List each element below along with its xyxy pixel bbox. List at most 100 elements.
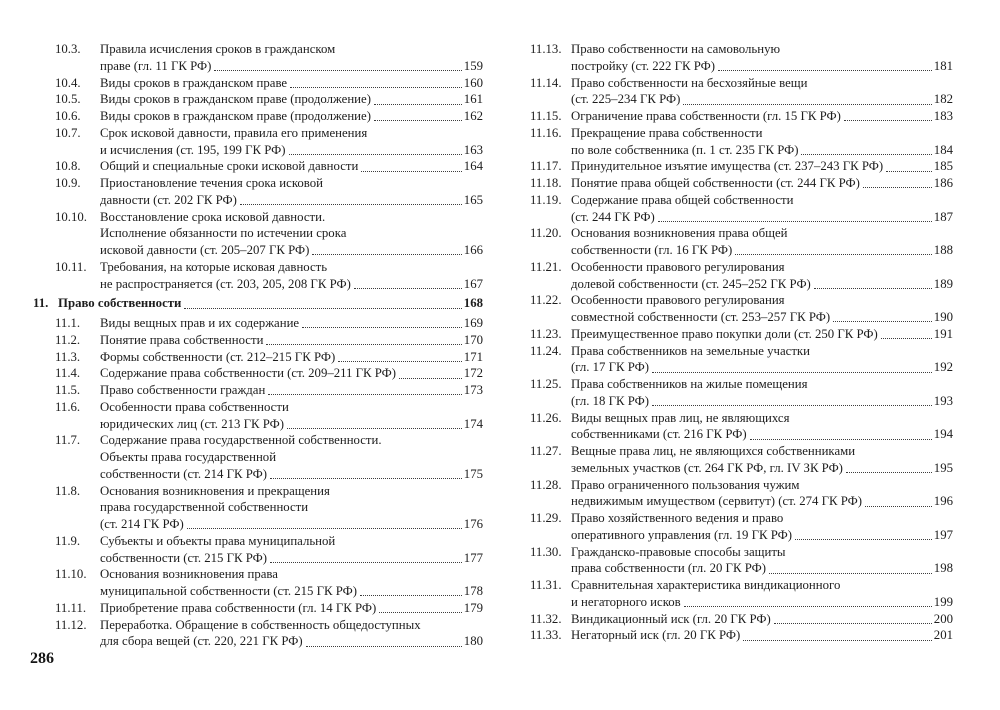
toc-entry: 10.8. Общий и специальные сроки исковой …: [33, 158, 483, 175]
toc-entry: 11.4. Содержание права собственности (ст…: [33, 365, 483, 382]
toc-entry-line: исковой давности (ст. 205–207 ГК РФ) 166: [100, 242, 483, 259]
toc-entry-text: юридических лиц (ст. 213 ГК РФ): [100, 416, 284, 431]
dot-leader: [718, 70, 932, 71]
dot-leader: [865, 505, 932, 507]
dot-leader: [749, 438, 932, 440]
toc-entry-line: (ст. 225–234 ГК РФ) 182: [571, 91, 953, 108]
toc-entry: 11.21. Особенности правового регулирован…: [530, 259, 953, 293]
toc-entry-text: Виды вещных прав и их содержание: [100, 316, 300, 330]
toc-entry-line: совместной собственности (ст. 253–257 ГК…: [571, 309, 953, 326]
toc-entry-page: 169: [463, 316, 483, 330]
toc-entry-line: Требования, на которые исковая давность: [100, 259, 328, 274]
toc-entry: 11.31. Сравнительная характеристика винд…: [530, 577, 953, 611]
toc-entry: 11.10. Основания возникновения права муни…: [33, 566, 483, 600]
toc-entry: 11.25. Права собственников на жилые поме…: [530, 376, 953, 410]
toc-entry-text: долевой собственности (ст. 245–252 ГК РФ…: [571, 276, 811, 291]
toc-entry-page: 178: [463, 584, 483, 598]
toc-entry-body: Вещные права лиц, не являющихся собствен…: [571, 443, 953, 477]
toc-entry: 10.7. Срок исковой давности, правила его…: [33, 125, 483, 159]
toc-entry-text: (гл. 17 ГК РФ): [571, 360, 650, 375]
toc-entry-line: по воле собственника (п. 1 ст. 235 ГК РФ…: [571, 142, 953, 159]
toc-entry-text: Формы собственности (ст. 212–215 ГК РФ): [100, 349, 336, 364]
toc-entry-number: 11.13.: [530, 42, 562, 56]
toc-entry-line: Особенности права собственности: [100, 399, 289, 414]
toc-entry-text: Приобретение права собственности (гл. 14…: [100, 600, 377, 615]
toc-entry-body: Право собственности 168: [58, 295, 483, 312]
toc-entry-page: 186: [933, 176, 953, 190]
toc-entry-number: 11.11.: [55, 600, 87, 615]
toc-entry-number: 11.18.: [530, 176, 562, 190]
toc-entry: 11.5. Право собственности граждан 173: [33, 382, 483, 399]
toc-entry: 11.33. Негаторный иск (гл. 20 ГК РФ) 201: [530, 627, 953, 644]
toc-entry-line: и негаторного исков 199: [571, 594, 953, 611]
toc-entry-text: собственниками (ст. 216 ГК РФ): [571, 427, 747, 442]
toc-entry: 11.9. Субъекты и объекты права муниципал…: [33, 533, 483, 567]
folio-page-number: 286: [30, 650, 54, 667]
toc-entry: 11.27. Вещные права лиц, не являющихся с…: [530, 443, 953, 477]
toc-entry: 10.5. Виды сроков в гражданском праве (п…: [33, 91, 483, 108]
toc-entry-page: 166: [463, 243, 483, 257]
toc-entry: 11. Право собственности 168: [33, 295, 483, 312]
toc-entry-number: 11.24.: [530, 343, 562, 358]
toc-entry-number: 11.30.: [530, 544, 562, 559]
toc-entry-text: Виды сроков в гражданском праве: [100, 75, 288, 90]
toc-entry: 11.8. Основания возникновения и прекраще…: [33, 483, 483, 533]
toc-column-left: 10.3. Правила исчисления сроков в гражда…: [33, 41, 483, 650]
toc-entry-page: 196: [933, 494, 953, 509]
toc-entry: 10.6. Виды сроков в гражданском праве (п…: [33, 108, 483, 125]
toc-entry: 11.3. Формы собственности (ст. 212–215 Г…: [33, 349, 483, 366]
toc-entry-text: оперативного управления (гл. 19 ГК РФ): [571, 527, 793, 542]
toc-entry-body: Понятие права общей собственности (ст. 2…: [571, 175, 953, 192]
toc-entry-line: собственности (ст. 215 ГК РФ) 177: [100, 550, 483, 567]
dot-leader: [833, 321, 932, 323]
toc-entry: 11.28. Право ограниченного пользования ч…: [530, 477, 953, 511]
toc-entry-line: Основания возникновения права: [100, 567, 278, 582]
dot-leader: [652, 371, 932, 373]
toc-entry-number: 11.21.: [530, 259, 562, 274]
toc-entry-number: 10.6.: [55, 109, 81, 123]
toc-entry-page: 189: [933, 276, 953, 291]
dot-leader: [657, 220, 932, 222]
toc-entry-text: (ст. 244 ГК РФ): [571, 209, 655, 224]
toc-entry: 11.23. Преимущественное право покупки до…: [530, 326, 953, 343]
toc-entry-page: 182: [933, 92, 953, 107]
toc-entry-body: Особенности правового регулирования долев…: [571, 259, 953, 293]
toc-entry-number: 10.3.: [55, 42, 81, 56]
toc-entry-line: собственности (ст. 214 ГК РФ) 175: [100, 466, 483, 483]
toc-entry-line: и исчисления (ст. 195, 199 ГК РФ) 163: [100, 142, 483, 159]
toc-entry-text: собственности (гл. 16 ГК РФ): [571, 243, 733, 257]
toc-entry-line: Объекты права государственной: [100, 450, 277, 464]
toc-entry-page: 185: [933, 159, 953, 174]
toc-entry-page: 176: [463, 517, 483, 531]
toc-entry-body: Субъекты и объекты права муниципальной со…: [100, 533, 483, 567]
dot-leader: [768, 572, 932, 574]
toc-entry-line: Виндикационный иск (гл. 20 ГК РФ) 200: [571, 611, 953, 628]
dot-leader: [338, 360, 462, 362]
dot-leader: [843, 120, 932, 122]
toc-entry-text: и исчисления (ст. 195, 199 ГК РФ): [100, 142, 286, 157]
toc-entry-page: 177: [463, 550, 483, 565]
dot-leader: [845, 472, 932, 473]
toc-entry-line: Право собственности 168: [58, 295, 483, 312]
toc-entry-body: Виды сроков в гражданском праве (продолж…: [100, 108, 483, 125]
toc-entry-body: Преимущественное право покупки доли (ст.…: [571, 326, 953, 343]
toc-entry-line: Правила исчисления сроков в гражданском: [100, 42, 336, 56]
toc-entry-text: Понятие права собственности: [100, 332, 264, 347]
toc-entry-text: Принудительное изъятие имущества (ст. 23…: [571, 159, 884, 174]
toc-entry-line: долевой собственности (ст. 245–252 ГК РФ…: [571, 276, 953, 293]
toc-entry-line: Виды сроков в гражданском праве 160: [100, 75, 483, 92]
dot-leader: [813, 287, 932, 289]
dot-leader: [239, 204, 462, 205]
toc-entry-text: давности (ст. 202 ГК РФ): [100, 192, 237, 207]
toc-entry-line: Содержание права общей собственности: [571, 192, 794, 207]
toc-entry-line: (гл. 17 ГК РФ) 192: [571, 359, 953, 376]
toc-entry: 11.2. Понятие права собственности 170: [33, 332, 483, 349]
toc-entry: 11.24. Права собственников на земельные …: [530, 343, 953, 377]
toc-entry-text: (ст. 214 ГК РФ): [100, 517, 184, 531]
toc-entry-page: 199: [933, 594, 953, 609]
toc-entry-line: собственности (гл. 16 ГК РФ) 188: [571, 242, 953, 259]
toc-entry-text: Виды сроков в гражданском праве (продолж…: [100, 92, 371, 107]
toc-entry: 11.26. Виды вещных прав лиц, не являющих…: [530, 410, 953, 444]
toc-entry-body: Виды сроков в гражданском праве 160: [100, 75, 483, 92]
dot-leader: [683, 606, 932, 607]
